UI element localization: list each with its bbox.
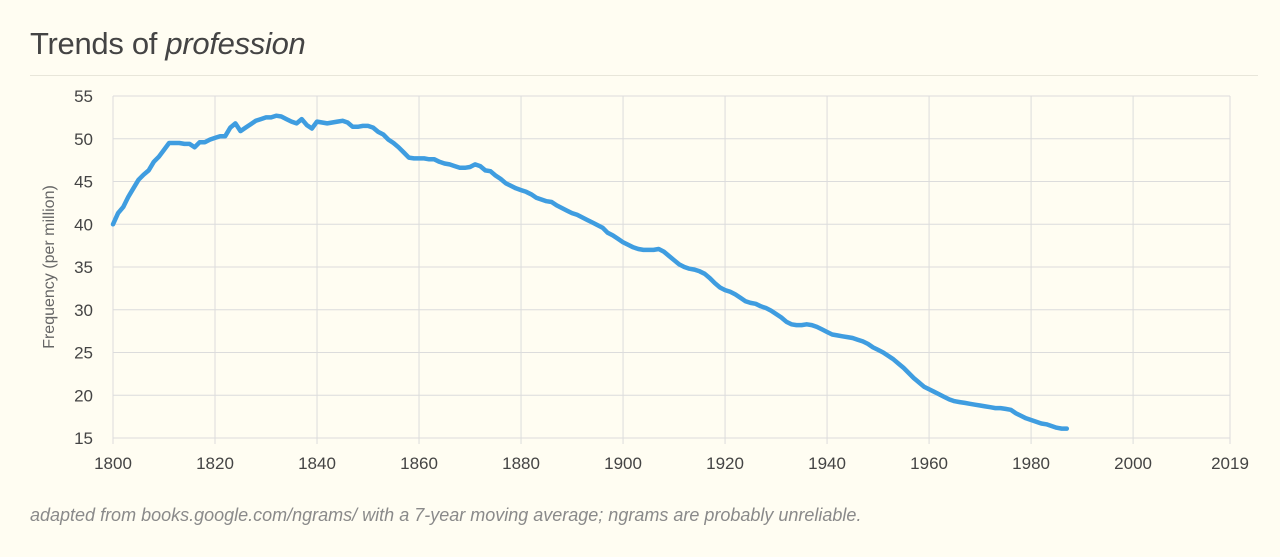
title-prefix: Trends of [30, 26, 166, 61]
title-divider [30, 75, 1258, 76]
x-tick-label: 1800 [94, 454, 132, 473]
x-tick-label: 1860 [400, 454, 438, 473]
tick-labels: 15 20 25 30 35 40 45 50 55 1800 1820 1840 1860 1880 19… [74, 87, 1249, 473]
y-tick-label: 55 [74, 87, 93, 106]
x-tick-label: 1980 [1012, 454, 1050, 473]
x-tick-label: 1900 [604, 454, 642, 473]
grid [112, 95, 1231, 444]
y-tick-label: 15 [74, 429, 93, 448]
y-tick-label: 35 [74, 258, 93, 277]
y-axis-title: Frequency (per million) [41, 185, 58, 349]
x-tick-label: 1840 [298, 454, 336, 473]
y-tick-label: 20 [74, 386, 93, 405]
x-tick-label: 1820 [196, 454, 234, 473]
y-tick-label: 30 [74, 301, 93, 320]
y-tick-label: 45 [74, 173, 93, 192]
x-tick-label: 1920 [706, 454, 744, 473]
y-tick-label: 25 [74, 344, 93, 363]
x-tick-label: 2000 [1114, 454, 1152, 473]
x-tick-label: 2019 [1211, 454, 1249, 473]
x-tick-label: 1960 [910, 454, 948, 473]
page-title: Trends of profession [30, 26, 306, 62]
x-tick-label: 1940 [808, 454, 846, 473]
y-tick-label: 50 [74, 130, 93, 149]
series-layer [110, 113, 1070, 431]
line-chart: 15 20 25 30 35 40 45 50 55 1800 1820 1840 1860 1880 19… [41, 87, 1249, 473]
x-tick-label: 1880 [502, 454, 540, 473]
title-term: profession [165, 26, 306, 61]
y-tick-label: 40 [74, 215, 93, 234]
series-line-profession [110, 113, 1070, 431]
source-caption: adapted from books.google.com/ngrams/ wi… [30, 505, 862, 525]
